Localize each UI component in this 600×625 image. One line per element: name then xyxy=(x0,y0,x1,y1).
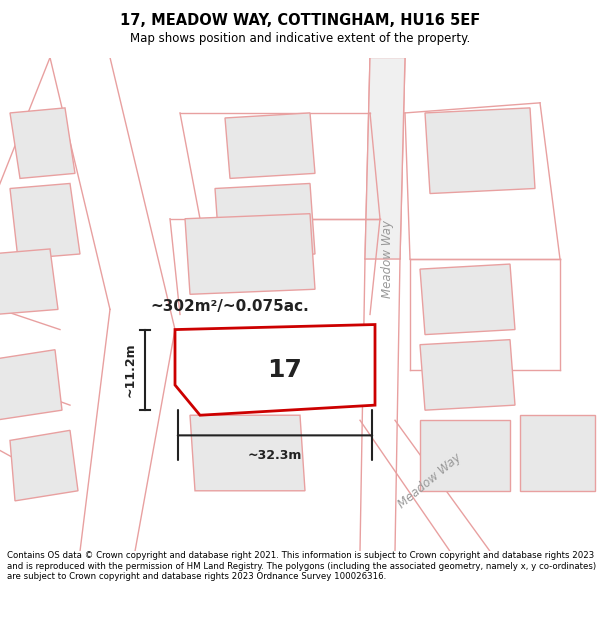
Polygon shape xyxy=(10,184,80,259)
Text: ~302m²/~0.075ac.: ~302m²/~0.075ac. xyxy=(151,299,310,314)
Polygon shape xyxy=(365,58,405,259)
Text: Meadow Way: Meadow Way xyxy=(382,220,395,298)
Polygon shape xyxy=(420,339,515,410)
Polygon shape xyxy=(185,214,315,294)
Polygon shape xyxy=(0,350,62,420)
Polygon shape xyxy=(0,249,58,314)
Text: 17, MEADOW WAY, COTTINGHAM, HU16 5EF: 17, MEADOW WAY, COTTINGHAM, HU16 5EF xyxy=(120,12,480,28)
Polygon shape xyxy=(420,264,515,334)
Text: Contains OS data © Crown copyright and database right 2021. This information is : Contains OS data © Crown copyright and d… xyxy=(7,551,596,581)
Text: 17: 17 xyxy=(268,358,302,382)
Polygon shape xyxy=(10,108,75,178)
Polygon shape xyxy=(190,415,305,491)
Polygon shape xyxy=(10,431,78,501)
Text: Map shows position and indicative extent of the property.: Map shows position and indicative extent… xyxy=(130,32,470,45)
Text: Meadow Way: Meadow Way xyxy=(396,451,464,511)
Text: ~11.2m: ~11.2m xyxy=(124,342,137,397)
Polygon shape xyxy=(225,113,315,178)
Text: ~32.3m: ~32.3m xyxy=(248,449,302,462)
Polygon shape xyxy=(420,420,510,491)
Polygon shape xyxy=(520,415,595,491)
Polygon shape xyxy=(175,324,375,415)
Polygon shape xyxy=(425,108,535,194)
Polygon shape xyxy=(215,184,315,259)
